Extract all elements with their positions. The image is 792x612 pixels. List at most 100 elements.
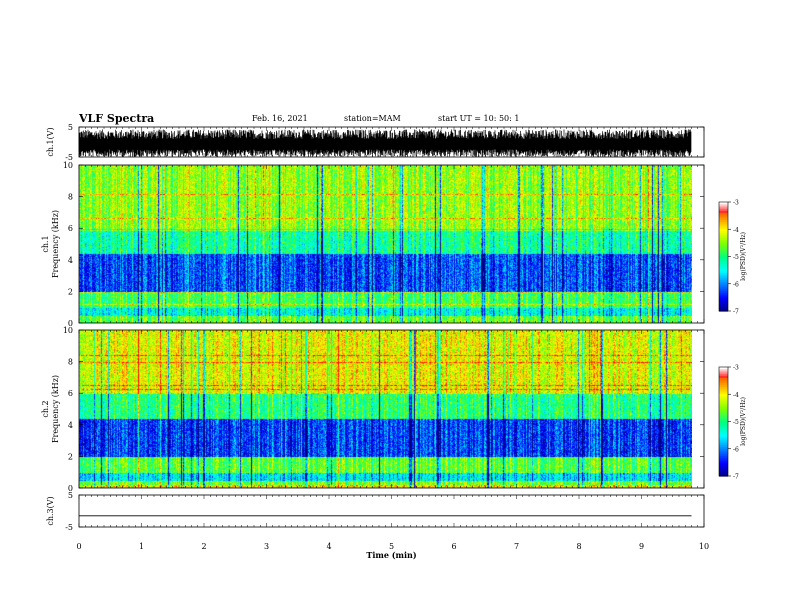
colorbar-segment (719, 437, 728, 441)
ch2-spectrogram-ytick-label: 2 (68, 452, 73, 461)
colorbar-segment (719, 417, 728, 421)
colorbar-segment (719, 292, 728, 296)
ch2-spectrogram-ylabel-line: Frequency (kHz) (51, 375, 60, 443)
colorbar-segment (719, 472, 728, 475)
colorbar-segment (719, 461, 728, 464)
colorbar-tick-label: -3 (733, 365, 739, 372)
colorbar-segment (719, 261, 728, 265)
colorbar-segment (719, 267, 728, 270)
colorbar-segment (719, 234, 728, 238)
station-label: station=MAM (344, 114, 401, 123)
x-tick-label: 7 (514, 542, 519, 551)
colorbar-segment (719, 296, 728, 299)
chart-title: VLF Spectra (79, 112, 155, 125)
colorbar-segment (719, 214, 728, 218)
colorbar-segment (719, 227, 728, 230)
colorbar-segment (719, 468, 728, 472)
colorbar-segment (719, 405, 728, 408)
colorbar-tick-label: -7 (733, 309, 739, 316)
ch1-spectrogram-ytick-label: 4 (68, 256, 73, 265)
colorbar-segment (719, 368, 728, 372)
colorbar-segment (719, 470, 728, 473)
colorbar-segment (719, 463, 728, 466)
colorbar-segment (719, 241, 728, 245)
x-tick-label: 1 (139, 542, 144, 551)
colorbar-segment (719, 260, 728, 263)
colorbar-segment (719, 236, 728, 239)
colorbar-segment (719, 394, 728, 397)
ch1-spectrogram-ytick-label: 10 (63, 161, 73, 170)
ch1-waveform-line (78, 129, 692, 157)
colorbar-segment (719, 403, 728, 406)
x-tick-label: 3 (264, 542, 269, 551)
colorbar-segment (719, 298, 728, 301)
colorbar-segment (719, 412, 728, 415)
colorbar-segment (719, 271, 728, 274)
colorbar-segment (719, 448, 728, 452)
colorbar-segment (719, 301, 728, 305)
colorbar-segment (719, 232, 728, 236)
colorbar-segment (719, 367, 728, 370)
colorbar-segment (719, 377, 728, 381)
colorbar-segment (719, 303, 728, 307)
colorbar-segment (719, 459, 728, 463)
colorbar-segment (719, 439, 728, 443)
ch3-waveform-ylabel: ch.3(V) (46, 496, 55, 525)
panel-frame-4 (78, 494, 705, 528)
colorbar-segment (719, 243, 728, 247)
colorbar-segment (719, 381, 728, 384)
colorbar-segment (719, 247, 728, 250)
colorbar-segment (719, 426, 728, 430)
colorbar-segment (719, 220, 728, 223)
ch1-spectrogram-image (79, 165, 692, 323)
colorbar-segment (719, 274, 728, 278)
ch1-spectrogram-ylabel-line: Frequency (kHz) (51, 210, 60, 278)
colorbar-tick-label: -6 (733, 281, 739, 288)
colorbar-segment (719, 287, 728, 290)
colorbar-segment (719, 416, 728, 419)
colorbar-label: log(PSD)(V²/Hz) (740, 397, 747, 446)
colorbar-segment (719, 294, 728, 298)
colorbar-segment (719, 466, 728, 470)
colorbar-segment (719, 457, 728, 461)
ch2-spectrogram-ytick-label: 0 (68, 484, 73, 493)
ch2-spectrogram-image (79, 330, 692, 488)
colorbar-segment (719, 421, 728, 424)
ch1-spectrogram-ytick-label: 6 (68, 224, 73, 233)
colorbar-segment (719, 474, 728, 477)
colorbar-segment (719, 305, 728, 308)
colorbar-segment (719, 238, 728, 241)
colorbar-segment (719, 406, 728, 410)
colorbar-segment (719, 252, 728, 256)
colorbar-segment (719, 245, 728, 249)
colorbar-segment (719, 231, 728, 234)
ch1-spectrogram-ylabel: ch.1 Frequency (kHz) (41, 210, 60, 278)
colorbar-segment (719, 383, 728, 386)
colorbar-segment (719, 450, 728, 453)
x-tick-label: 9 (639, 542, 644, 551)
ch1-waveform-ytick-label: -5 (65, 153, 73, 162)
colorbar-segment (719, 385, 728, 388)
ch3-waveform-ytick-label: 5 (68, 491, 73, 500)
colorbar-segment (719, 281, 728, 285)
colorbar-segment (719, 374, 728, 377)
ch1-spectrogram-ytick-label: 0 (68, 319, 73, 328)
colorbar-segment (719, 396, 728, 399)
colorbar-segment (719, 430, 728, 433)
x-tick-label: 6 (451, 542, 456, 551)
colorbar-segment (719, 276, 728, 279)
colorbar-segment (719, 399, 728, 403)
colorbar-segment (719, 388, 728, 392)
colorbar-segment (719, 425, 728, 428)
colorbar-segment (719, 278, 728, 281)
colorbar-segment (719, 436, 728, 439)
ch2-spectrogram-ytick-label: 10 (63, 326, 73, 335)
colorbar-segment (719, 419, 728, 423)
colorbar-segment (719, 285, 728, 288)
colorbar-segment (719, 221, 728, 225)
x-tick-label: 8 (576, 542, 581, 551)
ch1-waveform-ylabel: ch.1(V) (46, 127, 55, 156)
colorbar-segment (719, 291, 728, 294)
ch2-spectrogram-ytick-label: 4 (68, 421, 73, 430)
colorbar-segment (719, 251, 728, 254)
